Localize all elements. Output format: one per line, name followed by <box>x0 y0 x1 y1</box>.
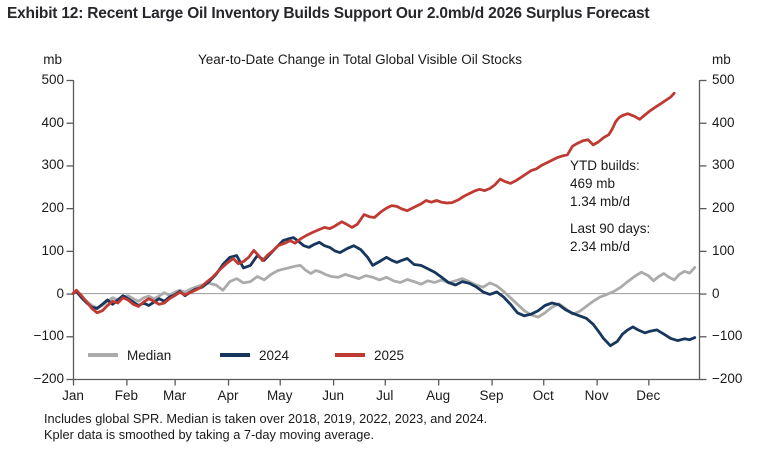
x-tick-label-jul: Jul <box>376 388 394 403</box>
annotation-ytd-builds-label: YTD builds: <box>570 158 640 173</box>
legend-label-2024: 2024 <box>259 347 290 363</box>
chart-legend: Median 2024 2025 <box>0 347 770 363</box>
chart-title: Year-to-Date Change in Total Global Visi… <box>198 52 522 67</box>
y-tick-label-right: 500 <box>712 72 735 87</box>
x-tick-label-aug: Aug <box>426 388 451 403</box>
y-tick-label-left: −200 <box>33 371 64 386</box>
footnote-line-2: Kpler data is smoothed by taking a 7-day… <box>44 426 375 442</box>
x-tick-label-jan: Jan <box>62 388 84 403</box>
legend-item-2025: 2025 <box>335 347 404 363</box>
legend-item-median: Median <box>88 347 171 363</box>
series-line-2025 <box>71 91 676 315</box>
y-tick-label-right: 200 <box>712 200 735 216</box>
y-tick-label-left: 100 <box>41 242 64 258</box>
y-tick-label-right: −200 <box>712 371 743 386</box>
y-tick-label-right: 100 <box>712 242 735 258</box>
y-tick-label-right: −100 <box>712 328 743 344</box>
x-tick-label-mar: Mar <box>163 388 187 403</box>
exhibit-title: Exhibit 12: Recent Large Oil Inventory B… <box>7 5 650 22</box>
y-tick-label-left: 200 <box>41 200 64 216</box>
series-line-median <box>71 263 697 319</box>
y-axis-unit-left: mb <box>43 52 62 67</box>
legend-label-median: Median <box>127 347 172 363</box>
x-tick-label-sep: Sep <box>479 388 504 403</box>
legend-item-2024: 2024 <box>220 347 289 363</box>
y-axis-unit-right: mb <box>712 52 731 67</box>
x-tick-label-oct: Oct <box>532 388 554 403</box>
annotation-last90-rate: 2.34 mb/d <box>570 239 631 254</box>
legend-swatch-median <box>88 353 118 357</box>
annotation-last90-label: Last 90 days: <box>570 221 651 236</box>
legend-swatch-2024 <box>220 353 250 357</box>
x-tick-label-feb: Feb <box>114 388 139 403</box>
legend-label-2025: 2025 <box>374 347 405 363</box>
x-tick-label-dec: Dec <box>636 388 661 403</box>
annotation-ytd-builds-mb: 469 mb <box>570 176 616 191</box>
y-tick-label-left: −100 <box>33 328 64 344</box>
y-tick-label-right: 0 <box>712 285 720 301</box>
annotation-ytd-builds-rate: 1.34 mb/d <box>570 194 631 209</box>
y-tick-label-left: 300 <box>41 157 64 173</box>
y-tick-label-left: 400 <box>41 114 64 130</box>
series-line-2024 <box>71 236 697 348</box>
x-tick-label-jun: Jun <box>322 388 344 403</box>
y-tick-label-right: 400 <box>712 114 735 130</box>
legend-swatch-2025 <box>335 353 365 357</box>
chart-annotation: YTD builds: 469 mb 1.34 mb/d Last 90 day… <box>570 157 650 256</box>
y-tick-label-right: 300 <box>712 157 735 173</box>
chart-footnotes: Includes global SPR. Median is taken ove… <box>44 411 487 442</box>
footnote-line-1: Includes global SPR. Median is taken ove… <box>44 411 488 426</box>
x-tick-label-may: May <box>266 388 293 403</box>
x-tick-label-apr: Apr <box>217 388 239 403</box>
y-tick-label-left: 500 <box>41 72 64 87</box>
x-tick-label-nov: Nov <box>584 388 609 403</box>
y-tick-label-left: 0 <box>56 285 64 301</box>
